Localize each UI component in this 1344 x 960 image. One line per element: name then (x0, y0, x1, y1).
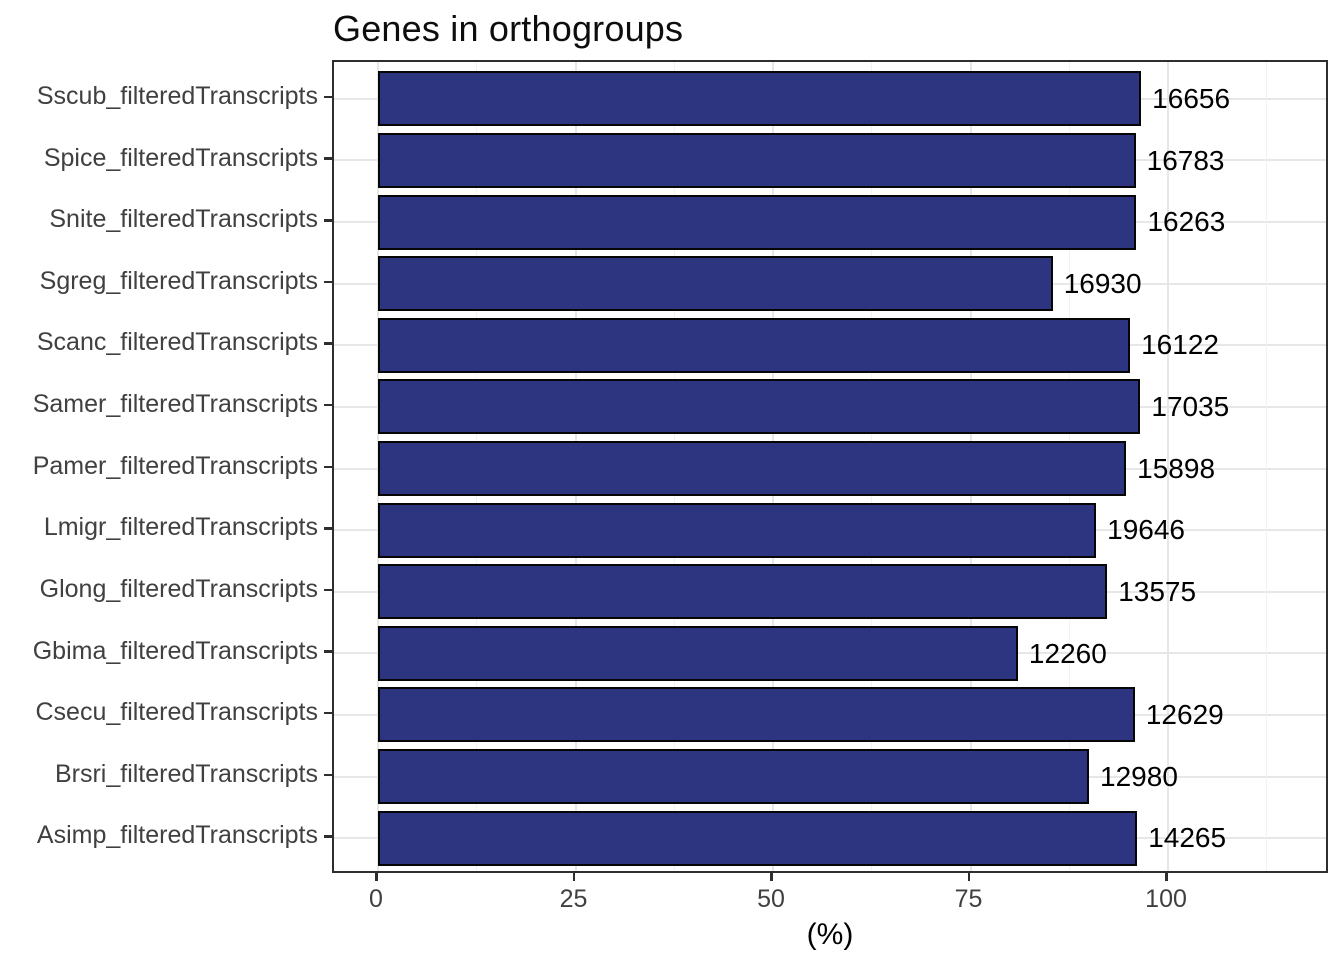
y-axis-tick (324, 280, 332, 284)
y-axis-tick (324, 711, 332, 715)
y-axis-tick (324, 835, 332, 838)
x-axis-tick (967, 873, 971, 881)
y-axis-label: Asimp_filteredTranscripts (36, 821, 318, 850)
y-axis-tick (324, 588, 332, 592)
x-axis-title: (%) (806, 918, 854, 951)
x-axis-tick-label: 0 (369, 885, 383, 913)
bar (378, 194, 1137, 250)
bar-value-label: 12980 (1100, 760, 1178, 792)
bar (378, 132, 1136, 188)
y-axis-tick (324, 773, 332, 777)
y-axis-label: Sgreg_filteredTranscripts (39, 266, 318, 295)
y-axis-label: Gbima_filteredTranscripts (32, 636, 318, 665)
y-axis-label: Snite_filteredTranscripts (49, 205, 318, 234)
bar-value-label: 12629 (1145, 699, 1224, 731)
x-axis-tick (572, 873, 575, 881)
bar-value-label: 16122 (1141, 329, 1219, 361)
x-axis-tick (770, 873, 773, 881)
y-axis-tick (324, 157, 332, 160)
x-axis-tick (1165, 873, 1168, 881)
bar-value-label: 16656 (1152, 83, 1231, 114)
bar (378, 687, 1135, 743)
bar-value-label: 16783 (1146, 144, 1225, 176)
y-axis-tick (324, 465, 332, 468)
y-axis-label: Pamer_filteredTranscripts (32, 451, 318, 480)
bar (378, 502, 1097, 558)
bar (378, 564, 1108, 620)
bar-value-label: 16263 (1147, 206, 1226, 238)
bar-value-label: 12260 (1028, 637, 1107, 669)
bar (378, 379, 1141, 435)
plot-panel: 16656 16783 16263 16930 16122 17035 15898 19646… (332, 60, 1328, 873)
y-axis-label: Scanc_filteredTranscripts (36, 328, 318, 357)
x-axis-tick-label: 100 (1145, 885, 1187, 913)
bar (378, 256, 1053, 312)
bar (378, 625, 1018, 681)
bar (378, 441, 1127, 496)
x-axis-tick-label: 25 (559, 885, 588, 913)
y-axis-label: Csecu_filteredTranscripts (35, 698, 318, 727)
bar-value-label: 19646 (1107, 514, 1186, 546)
bar (378, 71, 1142, 127)
y-axis-label: Spice_filteredTranscripts (43, 143, 318, 172)
y-axis-label: Sscub_filteredTranscripts (36, 82, 318, 110)
y-axis-tick (324, 95, 332, 99)
y-axis-label: Lmigr_filteredTranscripts (43, 513, 318, 542)
bar-value-label: 17035 (1151, 391, 1230, 423)
y-axis-tick (324, 650, 332, 653)
bar-value-label: 14265 (1148, 822, 1227, 854)
y-axis-label: Brsri_filteredTranscripts (54, 759, 318, 788)
bar-value-label: 15898 (1137, 452, 1216, 484)
bar (378, 317, 1131, 373)
chart-title: Genes in orthogroups (333, 8, 684, 49)
y-axis-label: Glong_filteredTranscripts (39, 574, 318, 603)
y-axis-tick (324, 219, 332, 222)
bar-value-label: 16930 (1063, 267, 1142, 299)
bar (378, 749, 1090, 805)
gridline-vertical-major (1167, 62, 1170, 871)
bar-value-label: 13575 (1118, 575, 1197, 607)
bar (378, 810, 1138, 866)
y-axis-tick (324, 403, 332, 407)
y-axis-tick (324, 342, 332, 345)
x-axis-tick-label: 50 (757, 885, 785, 913)
x-axis-tick-label: 75 (954, 885, 983, 913)
gridline-vertical-minor (1266, 62, 1268, 871)
y-axis-label: Samer_filteredTranscripts (32, 390, 318, 419)
x-axis-tick (375, 873, 378, 881)
y-axis-tick (324, 527, 332, 530)
